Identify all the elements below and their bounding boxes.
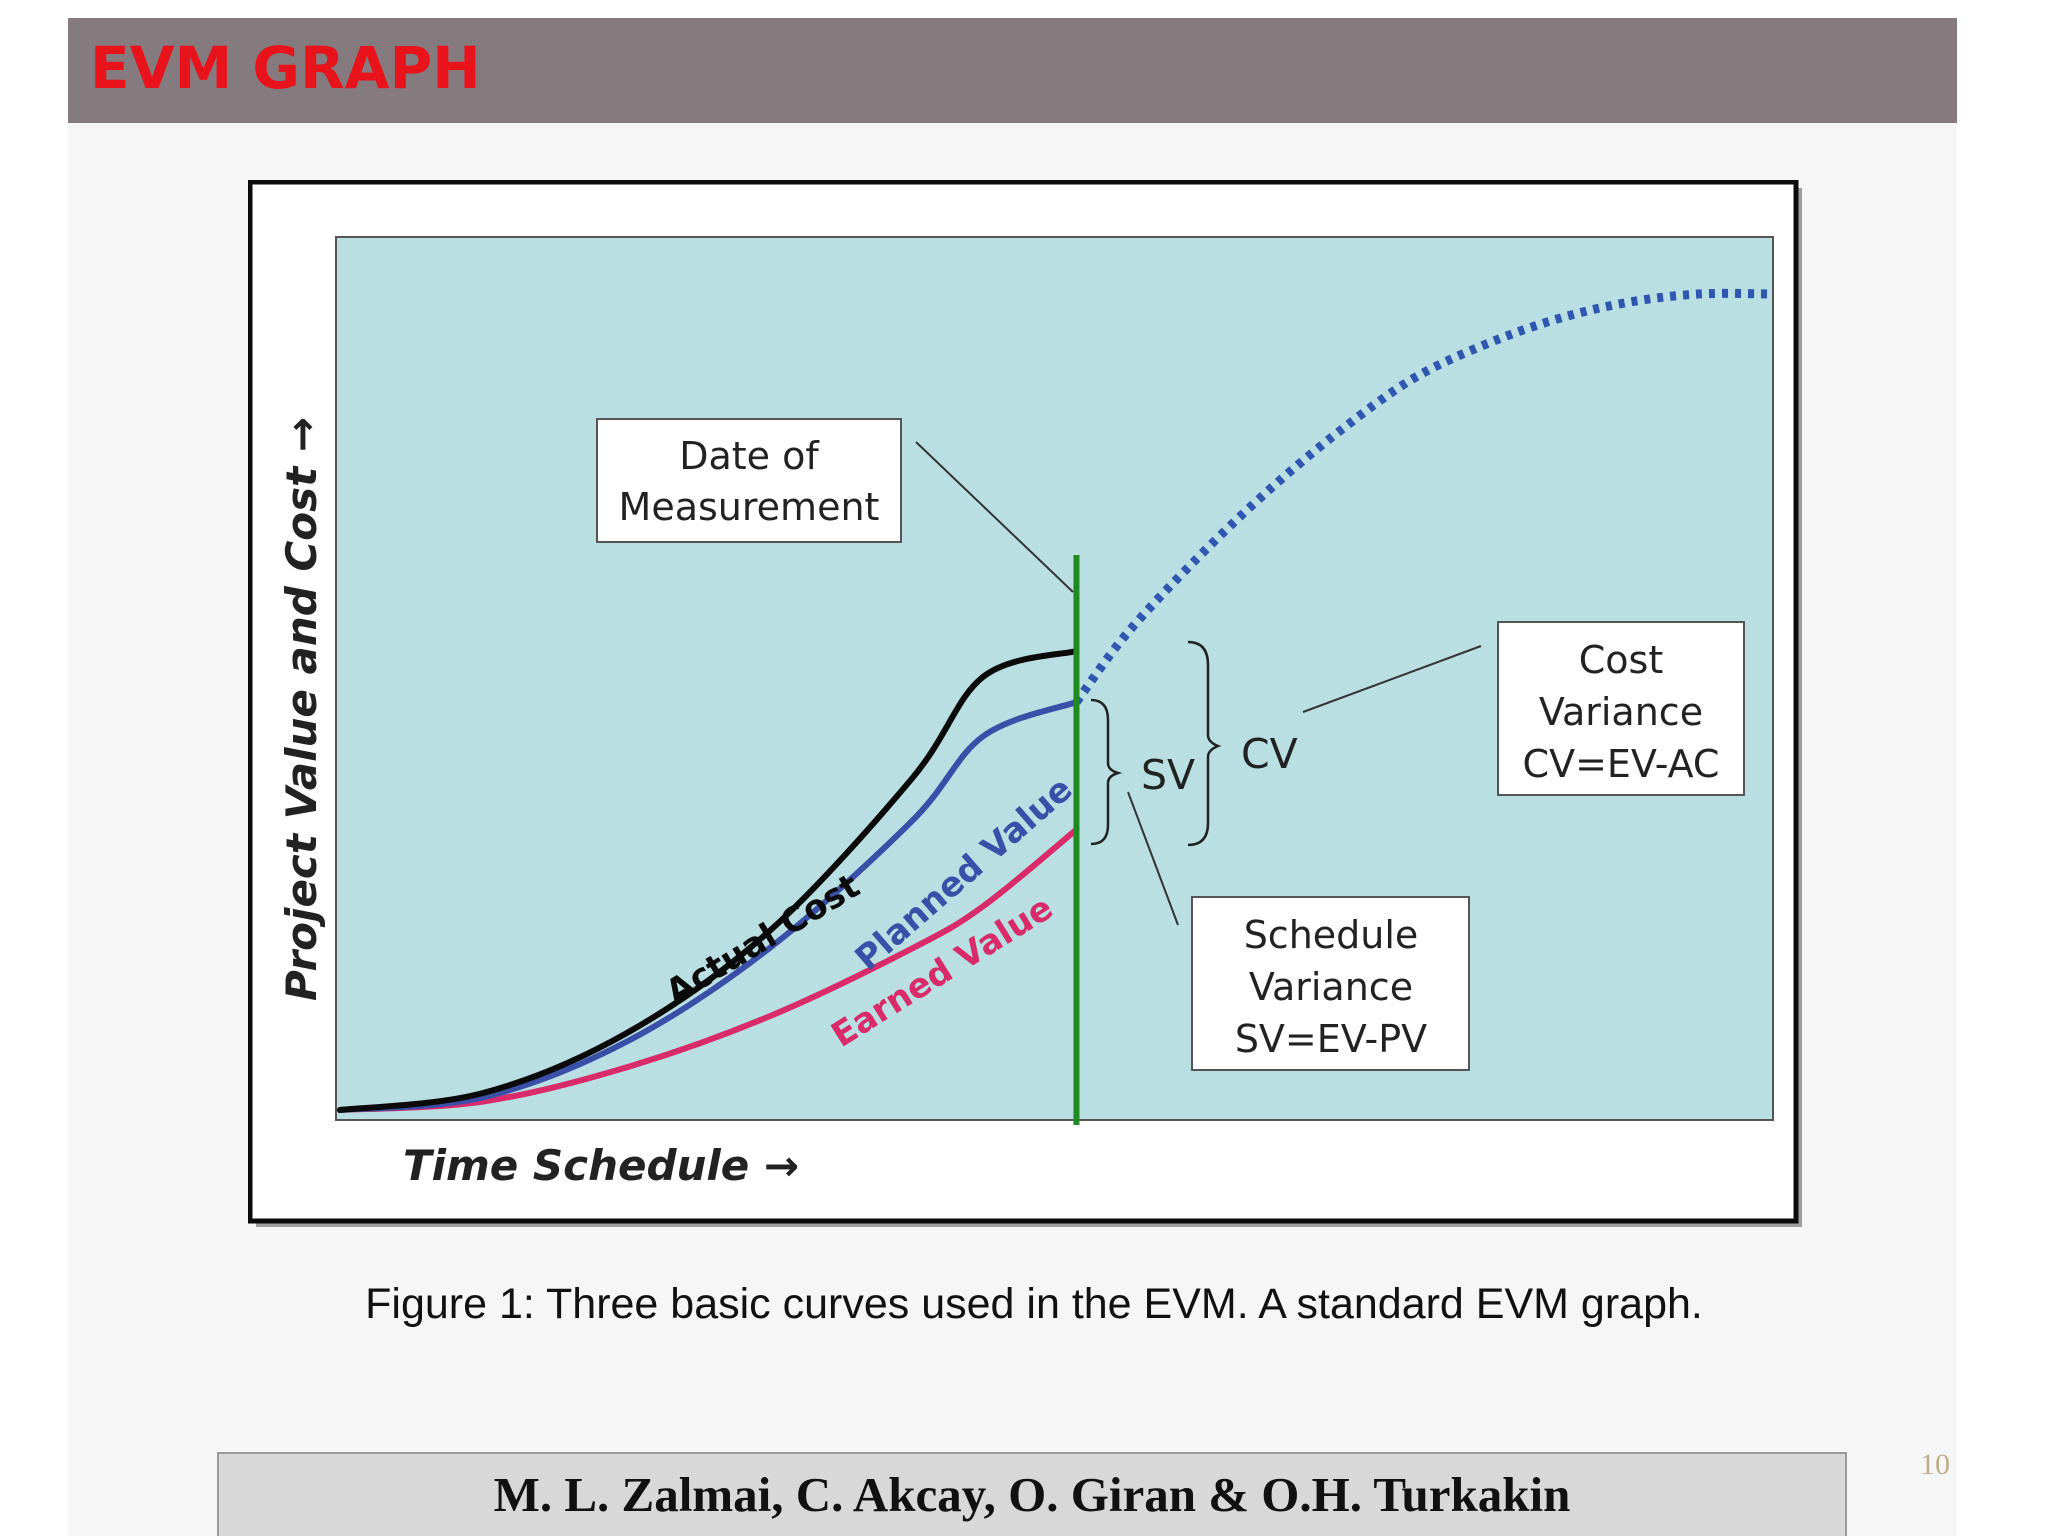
actual-cost-line (337, 648, 1080, 1113)
sv-label: SV (1141, 751, 1195, 799)
date-of-measurement-callout (596, 418, 902, 543)
evm-chart: SV CV Date of Measurement Cost Variance … (247, 179, 1804, 1229)
sv-brace (1090, 698, 1123, 846)
cost-variance-line-1: Cost (1579, 638, 1663, 682)
date-of-measurement-line-2: Measurement (619, 485, 880, 529)
x-axis-label: Time Schedule → (403, 1141, 799, 1190)
schedule-variance-line-1: Schedule (1244, 913, 1419, 957)
title-bar (68, 18, 1957, 123)
planned-value-line (337, 699, 1080, 1113)
authors-bar: M. L. Zalmai, C. Akcay, O. Giran & O.H. … (217, 1452, 1847, 1536)
cost-variance-callout (1497, 621, 1745, 796)
schedule-variance-line-3: SV=EV-PV (1235, 1017, 1427, 1061)
schedule-variance-line-2: Variance (1249, 965, 1413, 1009)
y-axis-label: Project Value and Cost → (277, 417, 326, 1001)
page-number: 10 (1920, 1448, 1950, 1481)
cost-variance-line-2: Variance (1539, 690, 1703, 734)
projected-planned-value-line (1072, 288, 1771, 705)
date-of-measurement-line-1: Date of (679, 434, 820, 478)
authors-text: M. L. Zalmai, C. Akcay, O. Giran & O.H. … (493, 1467, 1571, 1522)
cv-callout-connector (1302, 645, 1482, 713)
date-callout-connector (915, 441, 1074, 593)
cost-variance-line-3: CV=EV-AC (1523, 742, 1720, 786)
cv-label: CV (1241, 730, 1298, 778)
sv-callout-connector (1127, 791, 1179, 926)
series-layer (337, 288, 1771, 1113)
slide-title: EVM GRAPH (90, 34, 481, 102)
cv-brace (1187, 640, 1222, 847)
earned-value-line (337, 826, 1080, 1113)
schedule-variance-callout (1191, 896, 1470, 1071)
